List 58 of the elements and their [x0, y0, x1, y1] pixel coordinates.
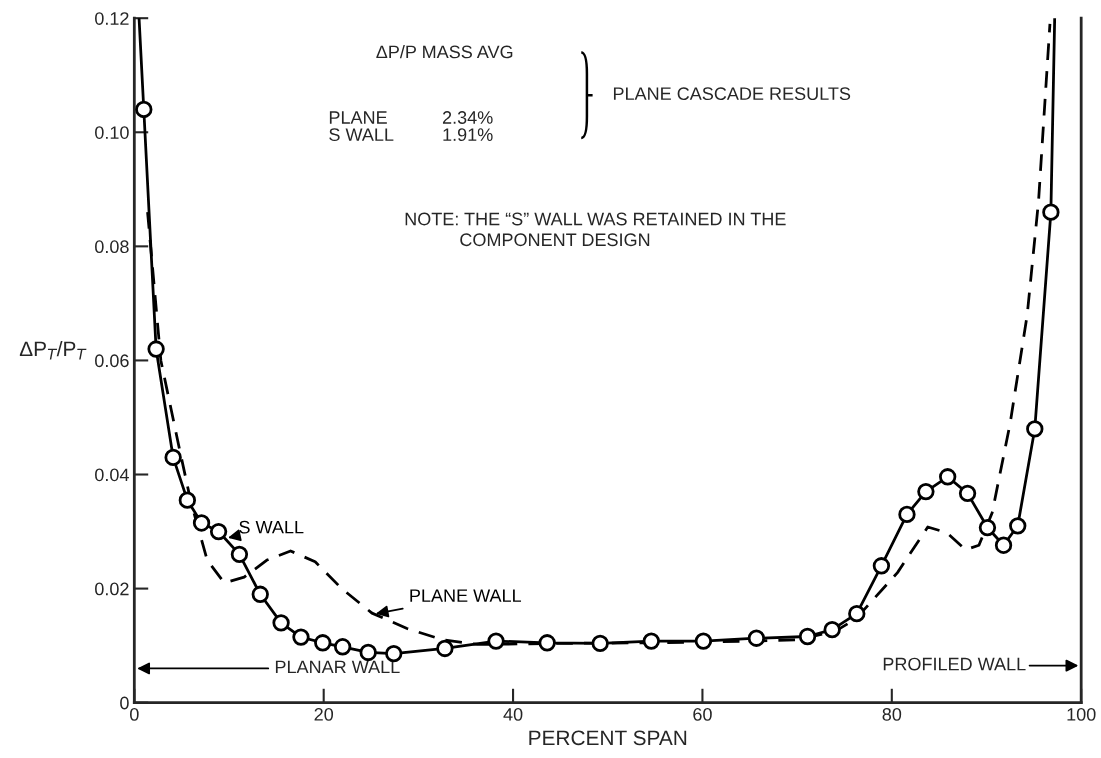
- point: [939, 468, 957, 486]
- point: [314, 634, 332, 652]
- x-tick-label: 80: [882, 708, 902, 721]
- y-tick-label: 0.10: [95, 126, 129, 139]
- y-tick-label: 0.04: [95, 468, 129, 482]
- series-label: PLANE WALL: [410, 589, 522, 602]
- point: [135, 100, 153, 119]
- y-tick-label: 0.02: [95, 582, 129, 596]
- point: [917, 482, 935, 501]
- point: [694, 632, 713, 650]
- point: [798, 627, 817, 646]
- point: [747, 629, 766, 647]
- point: [164, 448, 182, 467]
- point: [978, 518, 997, 537]
- x-tick-label: 20: [314, 708, 334, 721]
- annotation: S WALL: [329, 128, 394, 141]
- point: [538, 634, 556, 652]
- annotation: NOTE: THE “S” WALL WAS RETAINED IN THE COMPONENT DESIGN: [405, 212, 786, 247]
- point: [333, 638, 352, 656]
- point: [872, 557, 891, 575]
- point: [436, 639, 454, 658]
- point: [958, 484, 977, 502]
- y-tick-label: 0.12: [95, 12, 129, 25]
- x-axis-title: PERCENT SPAN: [529, 730, 687, 746]
- point: [292, 628, 310, 646]
- point: [192, 514, 211, 532]
- annotation: PLANAR WALL: [275, 660, 400, 674]
- y-axis-title: ΔP$_{T}$/P$_{T}$: [19, 340, 87, 360]
- point: [642, 632, 660, 650]
- point: [1026, 420, 1044, 438]
- annotation: PLANE: [329, 111, 387, 124]
- x-tick-label: 60: [693, 708, 712, 721]
- annotation: 1.91%: [443, 128, 493, 141]
- y-tick-label: 0: [120, 696, 129, 710]
- y-tick-label: 0.06: [95, 354, 129, 368]
- point: [1042, 203, 1060, 221]
- point: [230, 545, 249, 564]
- point: [209, 522, 228, 541]
- annotation: PLANE CASCADE RESULTS: [613, 87, 851, 101]
- point: [272, 614, 290, 632]
- annotation: 2.34%: [442, 111, 493, 124]
- annotation: ΔP/P MASS AVG: [376, 45, 513, 59]
- point: [994, 536, 1013, 554]
- x-tick-label: 100: [1067, 708, 1096, 721]
- point: [251, 585, 269, 603]
- point: [178, 491, 197, 509]
- annotation: PROFILED WALL: [883, 657, 1026, 671]
- point: [591, 634, 609, 653]
- point: [1009, 517, 1027, 535]
- legend-label: S WALL: [239, 520, 304, 534]
- y-tick-label: 0.08: [95, 240, 129, 254]
- point: [147, 340, 165, 358]
- point: [823, 620, 841, 639]
- point: [898, 505, 916, 524]
- x-tick-label: 0: [130, 708, 139, 721]
- point: [848, 605, 866, 623]
- x-tick-label: 40: [503, 708, 523, 721]
- point: [487, 632, 505, 650]
